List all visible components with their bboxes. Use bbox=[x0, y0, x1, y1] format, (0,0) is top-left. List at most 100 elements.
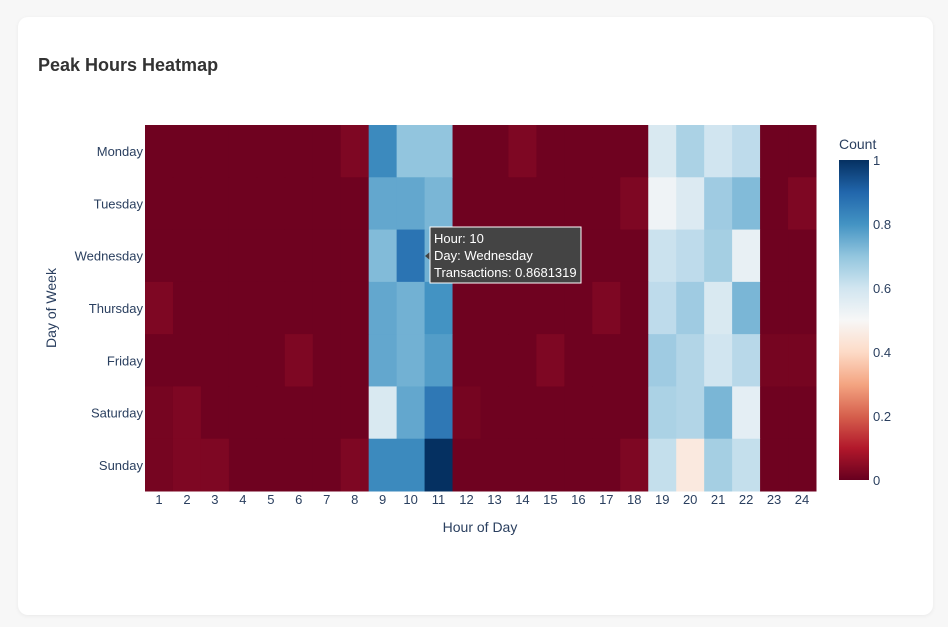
heatmap-cell[interactable] bbox=[592, 334, 621, 387]
heatmap-cell[interactable] bbox=[760, 125, 789, 178]
heatmap-cell[interactable] bbox=[256, 229, 286, 283]
heatmap-cell[interactable] bbox=[284, 125, 314, 178]
heatmap-cell[interactable] bbox=[676, 125, 705, 178]
heatmap-cell[interactable] bbox=[788, 281, 817, 335]
heatmap-cell[interactable] bbox=[228, 125, 258, 178]
heatmap-cell[interactable] bbox=[592, 229, 621, 283]
heatmap-cell[interactable] bbox=[676, 177, 705, 231]
heatmap-cell[interactable] bbox=[200, 334, 230, 387]
heatmap-cell[interactable] bbox=[788, 334, 817, 387]
heatmap-cell[interactable] bbox=[200, 281, 230, 335]
heatmap-cell[interactable] bbox=[620, 229, 649, 283]
heatmap-cell[interactable] bbox=[508, 334, 537, 387]
heatmap-cell[interactable] bbox=[312, 281, 342, 335]
heatmap-cell[interactable] bbox=[424, 177, 454, 231]
heatmap-cell[interactable] bbox=[648, 125, 677, 178]
heatmap-cell[interactable] bbox=[480, 177, 509, 231]
heatmap-cell[interactable] bbox=[620, 281, 649, 335]
heatmap-cell[interactable] bbox=[732, 438, 761, 492]
heatmap-cell[interactable] bbox=[536, 125, 565, 178]
heatmap-cell[interactable] bbox=[480, 334, 509, 387]
heatmap-cell[interactable] bbox=[396, 177, 426, 231]
heatmap-cell[interactable] bbox=[145, 229, 174, 283]
heatmap-cell[interactable] bbox=[256, 125, 286, 178]
heatmap-cell[interactable] bbox=[620, 438, 649, 492]
heatmap-cell[interactable] bbox=[145, 386, 174, 440]
heatmap-cell[interactable] bbox=[396, 229, 426, 283]
heatmap-cell[interactable] bbox=[648, 386, 677, 440]
heatmap-cell[interactable] bbox=[145, 334, 174, 387]
heatmap-cell[interactable] bbox=[368, 386, 398, 440]
heatmap-cell[interactable] bbox=[368, 229, 398, 283]
heatmap-cell[interactable] bbox=[424, 438, 454, 492]
heatmap-cell[interactable] bbox=[536, 177, 565, 231]
heatmap-cell[interactable] bbox=[424, 386, 454, 440]
heatmap-cell[interactable] bbox=[536, 281, 565, 335]
heatmap-cell[interactable] bbox=[452, 334, 481, 387]
heatmap-cell[interactable] bbox=[536, 438, 565, 492]
heatmap-cell[interactable] bbox=[340, 125, 370, 178]
heatmap-cell[interactable] bbox=[172, 334, 202, 387]
heatmap-cell[interactable] bbox=[704, 125, 733, 178]
heatmap-cell[interactable] bbox=[284, 281, 314, 335]
heatmap-cell[interactable] bbox=[452, 438, 481, 492]
heatmap-cell[interactable] bbox=[592, 125, 621, 178]
heatmap-cell[interactable] bbox=[228, 177, 258, 231]
heatmap-cell[interactable] bbox=[228, 229, 258, 283]
heatmap-cell[interactable] bbox=[704, 229, 733, 283]
heatmap-cell[interactable] bbox=[704, 281, 733, 335]
heatmap-cell[interactable] bbox=[648, 281, 677, 335]
heatmap-cell[interactable] bbox=[508, 438, 537, 492]
heatmap-cell[interactable] bbox=[256, 334, 286, 387]
heatmap-cell[interactable] bbox=[396, 281, 426, 335]
heatmap-cell[interactable] bbox=[200, 438, 230, 492]
heatmap-cell[interactable] bbox=[732, 229, 761, 283]
heatmap-cell[interactable] bbox=[676, 281, 705, 335]
heatmap-cell[interactable] bbox=[564, 438, 593, 492]
heatmap-cell[interactable] bbox=[340, 229, 370, 283]
heatmap-cell[interactable] bbox=[732, 334, 761, 387]
heatmap-cell[interactable] bbox=[592, 177, 621, 231]
heatmap-cell[interactable] bbox=[648, 334, 677, 387]
heatmap-cell[interactable] bbox=[620, 334, 649, 387]
heatmap-cell[interactable] bbox=[340, 438, 370, 492]
heatmap-cell[interactable] bbox=[676, 229, 705, 283]
heatmap-cell[interactable] bbox=[788, 386, 817, 440]
heatmap-cell[interactable] bbox=[312, 229, 342, 283]
heatmap-cell[interactable] bbox=[760, 177, 789, 231]
heatmap-cell[interactable] bbox=[340, 386, 370, 440]
heatmap-cell[interactable] bbox=[592, 438, 621, 492]
heatmap-cell[interactable] bbox=[284, 229, 314, 283]
heatmap-cell[interactable] bbox=[704, 438, 733, 492]
heatmap-cell[interactable] bbox=[592, 386, 621, 440]
heatmap-cell[interactable] bbox=[368, 334, 398, 387]
heatmap-cell[interactable] bbox=[648, 438, 677, 492]
heatmap-cell[interactable] bbox=[760, 281, 789, 335]
heatmap-cell[interactable] bbox=[564, 281, 593, 335]
heatmap-cell[interactable] bbox=[564, 177, 593, 231]
heatmap-cell[interactable] bbox=[620, 386, 649, 440]
heatmap-cell[interactable] bbox=[228, 334, 258, 387]
heatmap-cell[interactable] bbox=[340, 281, 370, 335]
heatmap-cell[interactable] bbox=[732, 386, 761, 440]
heatmap-cell[interactable] bbox=[732, 177, 761, 231]
heatmap-cell[interactable] bbox=[284, 334, 314, 387]
heatmap-cell[interactable] bbox=[145, 438, 174, 492]
heatmap-cell[interactable] bbox=[424, 334, 454, 387]
heatmap-cell[interactable] bbox=[676, 334, 705, 387]
heatmap-cell[interactable] bbox=[648, 229, 677, 283]
heatmap-cell[interactable] bbox=[480, 125, 509, 178]
heatmap-cell[interactable] bbox=[200, 229, 230, 283]
heatmap-cell[interactable] bbox=[256, 281, 286, 335]
heatmap-cell[interactable] bbox=[172, 229, 202, 283]
heatmap-cell[interactable] bbox=[760, 386, 789, 440]
heatmap-cell[interactable] bbox=[508, 281, 537, 335]
heatmap-cell[interactable] bbox=[368, 177, 398, 231]
heatmap-cell[interactable] bbox=[536, 386, 565, 440]
heatmap-cell[interactable] bbox=[172, 438, 202, 492]
heatmap-cell[interactable] bbox=[340, 177, 370, 231]
heatmap-cell[interactable] bbox=[704, 177, 733, 231]
heatmap-cell[interactable] bbox=[760, 229, 789, 283]
heatmap-cell[interactable] bbox=[396, 386, 426, 440]
